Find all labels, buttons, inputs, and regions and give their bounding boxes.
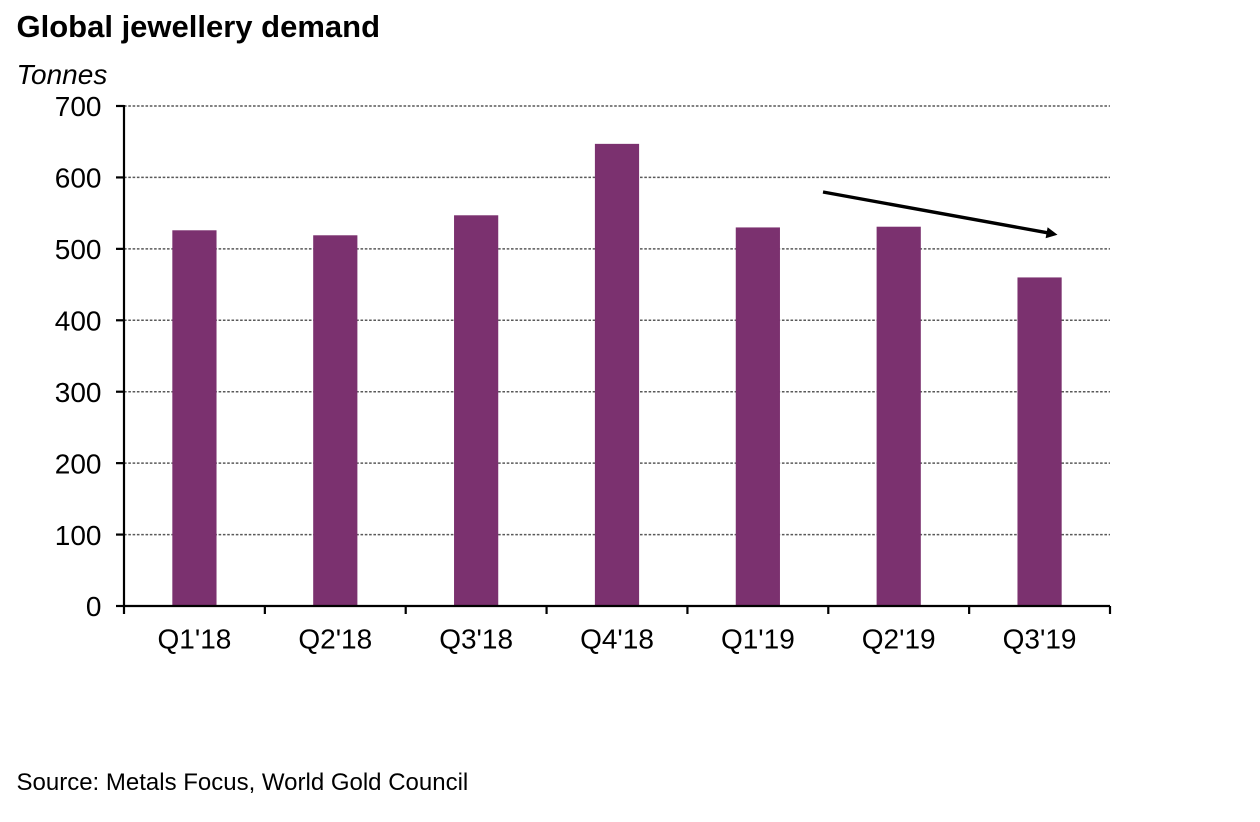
svg-text:Tonnes: Tonnes [17, 59, 108, 90]
svg-text:Q1'19: Q1'19 [721, 624, 795, 655]
svg-text:Q2'19: Q2'19 [862, 624, 936, 655]
svg-text:0: 0 [86, 591, 102, 622]
svg-text:Source: Metals Focus, World Go: Source: Metals Focus, World Gold Council [17, 769, 469, 796]
svg-text:Global jewellery demand: Global jewellery demand [17, 9, 381, 44]
svg-text:600: 600 [55, 163, 102, 194]
svg-text:700: 700 [55, 91, 102, 122]
svg-text:100: 100 [55, 520, 102, 551]
svg-text:300: 300 [55, 377, 102, 408]
svg-text:200: 200 [55, 448, 102, 479]
svg-text:Q4'18: Q4'18 [580, 624, 654, 655]
svg-text:500: 500 [55, 234, 102, 265]
svg-text:Q3'18: Q3'18 [439, 624, 513, 655]
svg-text:400: 400 [55, 306, 102, 337]
svg-text:Q1'18: Q1'18 [158, 624, 232, 655]
svg-text:Q2'18: Q2'18 [298, 624, 372, 655]
svg-text:Q3'19: Q3'19 [1003, 624, 1077, 655]
